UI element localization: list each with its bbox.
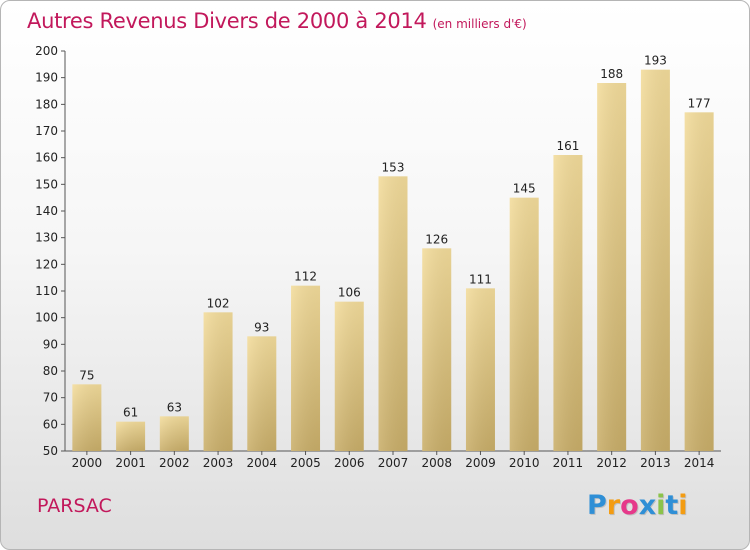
chart-subtitle: (en milliers d'€): [432, 17, 527, 31]
logo-letter: i: [656, 490, 666, 521]
bar-shade: [597, 83, 627, 451]
logo-letter: o: [620, 490, 639, 521]
bar-value-label: 75: [79, 368, 94, 382]
bar-shade: [509, 197, 539, 451]
bar-value-label: 63: [167, 400, 182, 414]
bars: 75 61 63 102 93 112 106 153 126 111 145 161 188 193 17…: [72, 54, 714, 452]
y-tick-label: 60: [43, 417, 58, 431]
bar-value-label: 126: [425, 232, 448, 246]
bar-shade: [72, 384, 102, 451]
bar-shade: [203, 312, 233, 451]
bar-value-label: 106: [338, 286, 361, 300]
bar-value-label: 93: [254, 320, 269, 334]
y-tick-label: 180: [35, 97, 58, 111]
y-tick-label: 160: [35, 151, 58, 165]
x-tick-label: 2004: [247, 456, 278, 470]
chart-title: Autres Revenus Divers de 2000 à 2014 (en …: [27, 9, 527, 33]
x-tick-label: 2013: [640, 456, 671, 470]
bar-value-label: 153: [382, 160, 405, 174]
y-tick-label: 110: [35, 284, 58, 298]
y-tick-label: 140: [35, 204, 58, 218]
y-tick-label: 50: [43, 444, 58, 458]
bar-shade: [465, 288, 495, 451]
chart-title-text: Autres Revenus Divers de 2000 à 2014: [27, 9, 427, 33]
logo-letter: P: [587, 490, 607, 521]
x-tick-label: 2002: [159, 456, 190, 470]
x-tick-label: 2003: [203, 456, 234, 470]
x-tick-label: 2001: [115, 456, 146, 470]
bar-shade: [422, 248, 452, 451]
bar-shade: [640, 69, 670, 452]
bar-value-label: 111: [469, 272, 492, 286]
y-tick-label: 190: [35, 71, 58, 85]
x-tick-label: 2005: [290, 456, 321, 470]
bar-value-label: 145: [513, 182, 536, 196]
logo-letter: t: [665, 490, 679, 521]
x-tick-label: 2007: [378, 456, 409, 470]
x-tick-label: 2009: [465, 456, 496, 470]
axes: 50 60 70 80 90 100 110 120 130 140 150 160 170 180 190…: [35, 44, 721, 470]
bar-shade: [159, 416, 189, 451]
y-tick-label: 90: [43, 337, 58, 351]
bar-shade: [247, 336, 277, 451]
bar-shade: [291, 285, 321, 451]
y-tick-label: 80: [43, 364, 58, 378]
x-tick-label: 2008: [421, 456, 452, 470]
bar-value-label: 161: [556, 139, 579, 153]
x-tick-label: 2014: [684, 456, 715, 470]
y-tick-label: 120: [35, 257, 58, 271]
y-tick-label: 130: [35, 231, 58, 245]
bar-shade: [684, 112, 714, 451]
y-tick-label: 70: [43, 391, 58, 405]
logo-letter: x: [638, 490, 657, 521]
logo-letter: i: [678, 490, 688, 521]
x-tick-label: 2011: [553, 456, 584, 470]
y-tick-label: 170: [35, 124, 58, 138]
bar-value-label: 193: [644, 54, 667, 68]
bar-shade: [378, 176, 408, 452]
y-tick-label: 200: [35, 44, 58, 58]
bar-shade: [116, 421, 146, 451]
y-tick-label: 150: [35, 177, 58, 191]
y-tick-label: 100: [35, 311, 58, 325]
bar-value-label: 102: [207, 296, 230, 310]
bar-shade: [553, 155, 583, 451]
x-tick-label: 2000: [72, 456, 103, 470]
bar-value-label: 177: [688, 96, 711, 110]
place-name: PARSAC: [37, 495, 112, 517]
proxiti-logo: Proxiti: [587, 490, 688, 521]
bar-value-label: 112: [294, 270, 317, 284]
logo-letter: r: [606, 490, 621, 521]
x-tick-label: 2012: [596, 456, 627, 470]
x-tick-label: 2010: [509, 456, 540, 470]
bar-value-label: 61: [123, 406, 138, 420]
bar-shade: [334, 301, 364, 451]
bar-value-label: 188: [600, 67, 623, 81]
x-tick-label: 2006: [334, 456, 365, 470]
